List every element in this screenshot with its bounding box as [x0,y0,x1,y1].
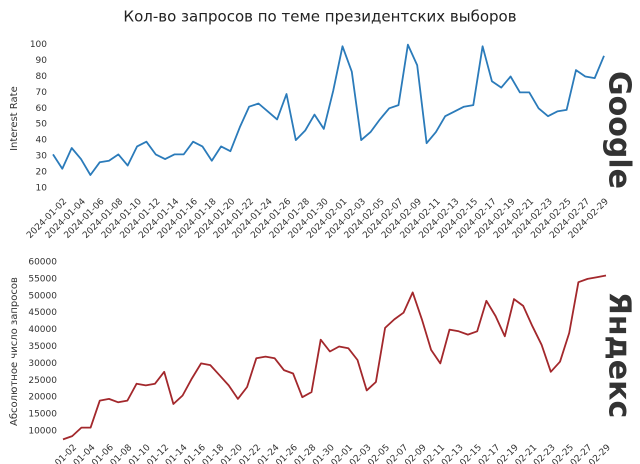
y-tick-label: 70 [36,88,48,98]
y-tick-label: 100 [30,40,47,50]
y-tick-label: 55000 [28,274,57,284]
logo: Яндекс [602,292,637,419]
logo: Google [602,71,637,189]
y-axis-label: Абсолютное число запросов [9,277,20,426]
y-tick-label: 40 [36,136,48,146]
data-line [52,43,605,176]
y-tick-label: 10000 [28,426,57,436]
y-tick-label: 45000 [28,308,57,318]
y-tick-label: 40000 [28,325,57,335]
y-tick-label: 15000 [28,410,57,420]
y-tick-label: 25000 [28,376,57,386]
y-tick-label: 60 [36,104,48,114]
y-tick-label: 50000 [28,291,57,301]
data-line [62,274,607,441]
y-axis-label: Interest Rate [9,86,20,151]
y-tick-label: 20 [36,167,48,177]
y-tick-label: 80 [36,72,48,82]
y-tick-label: 30 [36,151,48,161]
y-tick-label: 50 [36,120,48,130]
y-tick-label: 60000 [28,257,57,267]
y-tick-label: 90 [36,56,48,66]
y-tick-label: 35000 [28,342,57,352]
figure-title: Кол-во запросов по теме президентских вы… [123,8,516,26]
y-tick-label: 20000 [28,393,57,403]
y-tick-label: 10 [36,183,48,193]
y-tick-label: 30000 [28,359,57,369]
